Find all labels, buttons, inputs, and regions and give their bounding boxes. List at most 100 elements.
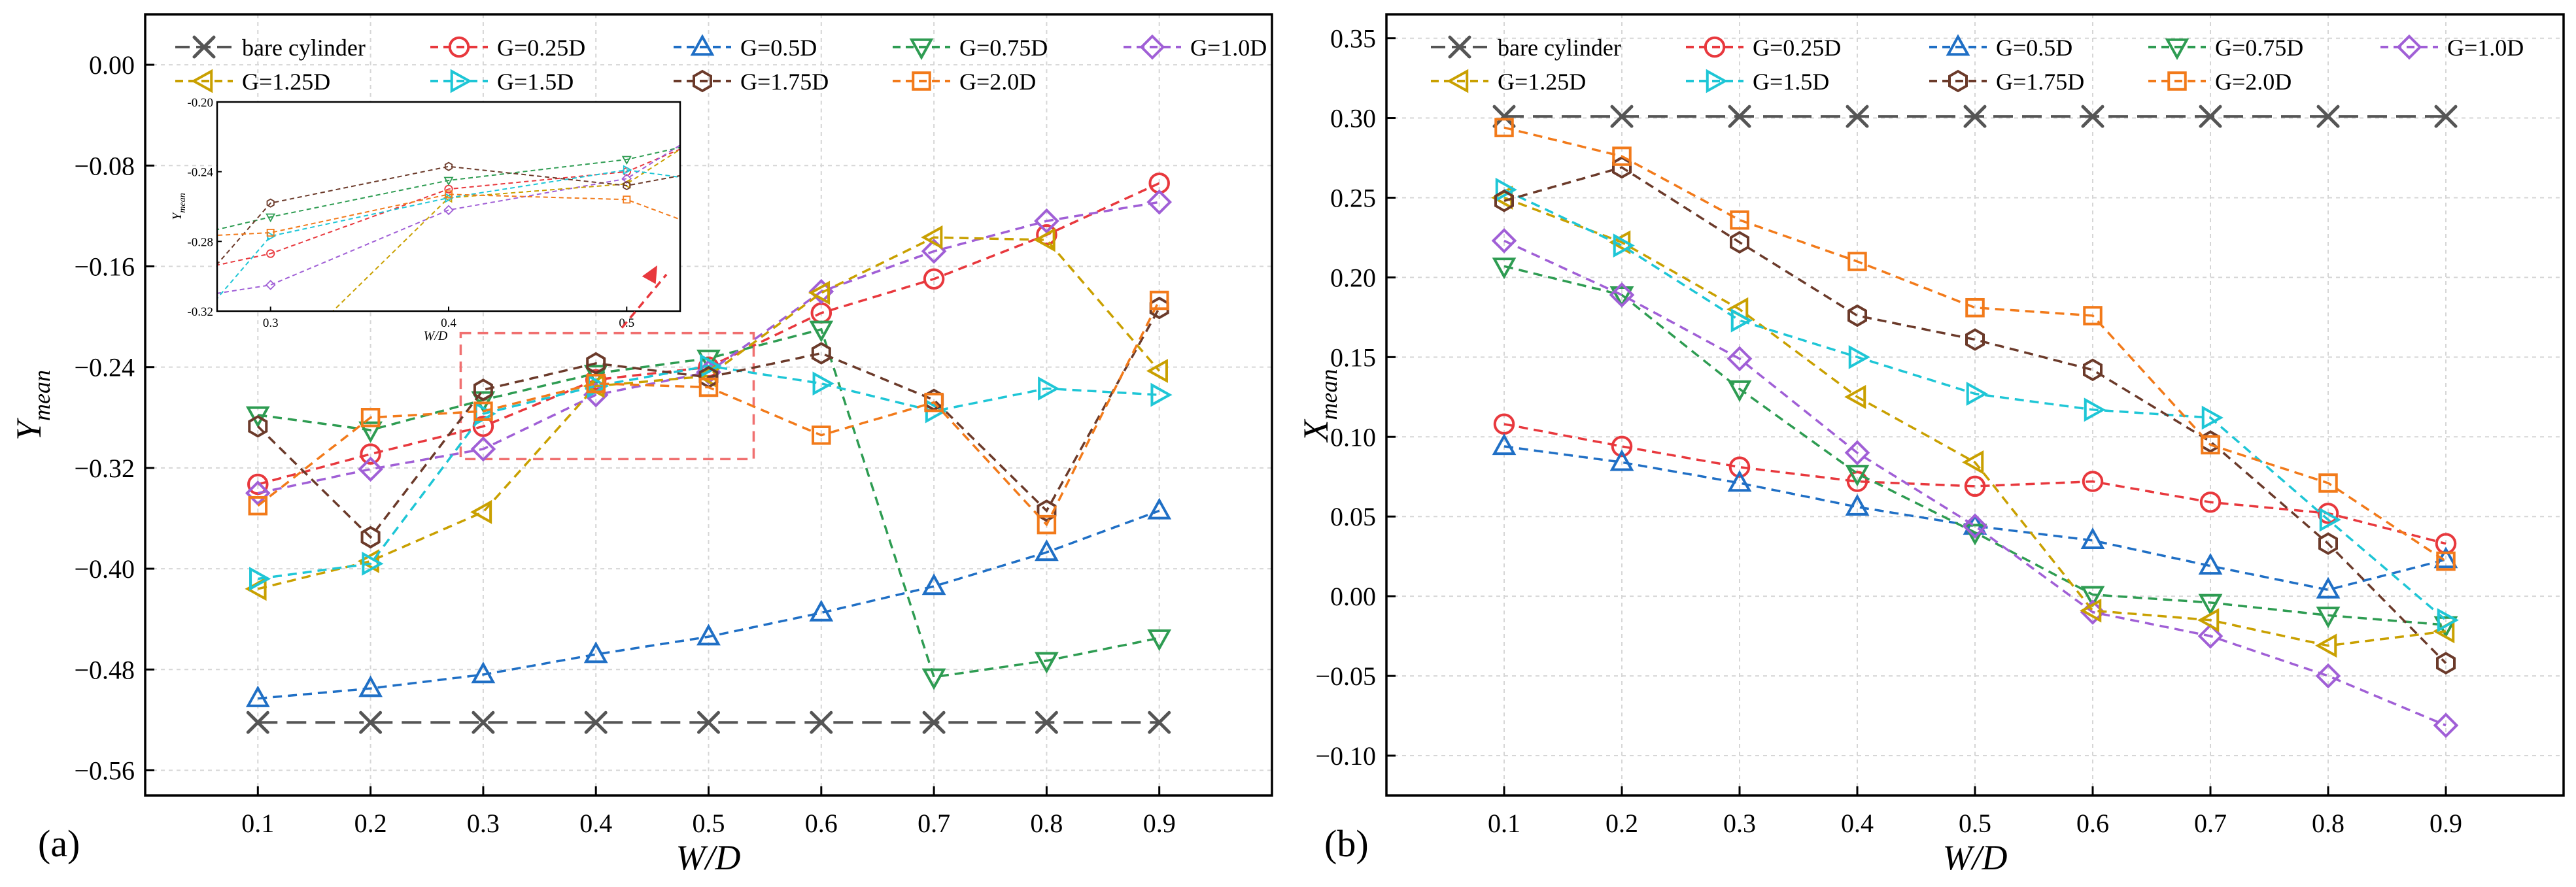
legend: bare cylinder G=0.25D G=0.5D G=0.75D G=1.0D G… <box>1431 35 2524 95</box>
legend-item: G=1.5D <box>430 69 574 95</box>
x-tick-label: 0.7 <box>2194 809 2227 838</box>
legend-item: G=1.25D <box>175 69 330 95</box>
marker-triangle-left <box>473 502 490 522</box>
grid <box>1386 14 2564 795</box>
marker-triangle-down <box>2167 40 2187 58</box>
inset-y-tick-label: -0.20 <box>187 96 213 110</box>
legend-label: G=1.0D <box>2447 35 2524 61</box>
y-tick-label: −0.48 <box>74 655 135 684</box>
marker-diamond <box>1148 192 1170 213</box>
legend-item: G=2.0D <box>2148 69 2292 95</box>
legend-item: G=2.0D <box>893 69 1036 95</box>
legend-label: G=0.25D <box>1753 35 1841 61</box>
y-tick-label: 0.25 <box>1330 183 1376 212</box>
legend-item: G=0.25D <box>1686 35 1841 61</box>
marker-triangle-down <box>912 40 931 58</box>
legend-item: bare cylinder <box>175 35 366 61</box>
legend-item: G=1.25D <box>1431 69 1586 95</box>
x-tick-label: 0.1 <box>1488 809 1520 838</box>
marker-hexagon <box>475 380 492 399</box>
legend-label: G=0.25D <box>497 35 585 61</box>
legend-item: G=0.5D <box>1929 35 2072 61</box>
y-tick-label: −0.56 <box>74 756 135 785</box>
y-tick-label: 0.00 <box>89 50 135 80</box>
legend-label: G=1.75D <box>740 69 829 95</box>
y-axis-label-sub: mean <box>29 370 55 421</box>
x-tick-label: 0.3 <box>467 809 500 838</box>
x-tick-label: 0.6 <box>805 809 838 838</box>
x-tick-label: 0.7 <box>918 809 950 838</box>
inset-y-axis-label: Ymean <box>170 193 188 220</box>
x-tick-label: 0.2 <box>1606 809 1638 838</box>
axis-ticks: 0.1 0.2 0.3 0.4 0.5 0.6 0.7 0.8 0.9 0.35 0.30 0.25 0… <box>1315 24 2462 838</box>
panel-b: 0.1 0.2 0.3 0.4 0.5 0.6 0.7 0.8 0.9 0.35 0.30 0.25 0… <box>1296 14 2564 877</box>
legend-label: G=0.75D <box>2215 35 2303 61</box>
legend-label: G=1.25D <box>242 69 330 95</box>
legend-item: G=1.75D <box>674 69 829 95</box>
x-tick-label: 0.1 <box>241 809 274 838</box>
marker-triangle-down <box>1037 654 1056 671</box>
inset-y-label-sub: mean <box>178 193 188 212</box>
legend-item: G=0.25D <box>430 35 585 61</box>
series-group <box>1494 107 2457 736</box>
panel-a: 0.1 0.2 0.3 0.4 0.5 0.6 0.7 0.8 0.90.00−0.08−0.1… <box>9 14 1272 877</box>
x-tick-label: 0.6 <box>2076 809 2109 838</box>
x-tick-label: 0.4 <box>1841 809 1874 838</box>
inset-x-axis-label: W/D <box>424 329 448 343</box>
y-tick-label: 0.30 <box>1330 104 1376 133</box>
legend-item: G=1.75D <box>1929 69 2084 95</box>
y-tick-label: 0.35 <box>1330 24 1376 54</box>
series-g-1-5d <box>1497 180 2456 629</box>
x-tick-label: 0.4 <box>579 809 612 838</box>
y-axis-label: Ymean <box>9 370 55 441</box>
marker-triangle-left <box>1037 230 1054 250</box>
y-axis-label-sub: mean <box>1316 369 1342 420</box>
y-tick-label: −0.08 <box>74 151 135 180</box>
y-tick-label: −0.10 <box>1315 741 1376 771</box>
y-tick-label: −0.40 <box>74 554 135 584</box>
inset-y-tick-label: -0.28 <box>187 235 213 249</box>
y-tick-label: −0.16 <box>74 252 135 281</box>
x-axis-label: W/D <box>676 838 741 877</box>
panel-label: (a) <box>38 822 80 865</box>
marker-triangle-up <box>361 678 381 695</box>
y-tick-label: 0.05 <box>1330 502 1376 531</box>
inset-y-tick-label: -0.32 <box>187 305 213 319</box>
legend-label: G=0.5D <box>1996 35 2072 61</box>
x-tick-label: 0.8 <box>2312 809 2344 838</box>
x-tick-label: 0.9 <box>1143 809 1176 838</box>
marker-triangle-up <box>1494 436 1514 454</box>
marker-triangle-up <box>1948 37 1968 54</box>
y-tick-label: −0.05 <box>1315 661 1376 691</box>
series-line <box>1504 190 2446 620</box>
inset-y-tick-label: -0.24 <box>187 166 213 180</box>
x-tick-label: 0.8 <box>1030 809 1063 838</box>
x-tick-label: 0.5 <box>1959 809 1991 838</box>
y-tick-label: −0.32 <box>74 454 135 483</box>
figure: 0.1 0.2 0.3 0.4 0.5 0.6 0.7 0.8 0.9 0.00 −0.08 −0.1… <box>0 0 2576 887</box>
y-tick-label: −0.24 <box>74 353 135 382</box>
legend-label: G=1.5D <box>1753 69 1829 95</box>
legend-item: G=1.0D <box>1124 35 1267 61</box>
legend-label: G=1.25D <box>1498 69 1586 95</box>
panel-label: (b) <box>1324 822 1369 865</box>
y-axis-label: Xmean <box>1296 369 1342 443</box>
y-tick-label: 0.00 <box>1330 582 1376 611</box>
y-axis-label-main: X <box>1296 418 1335 443</box>
legend-label: bare cylinder <box>242 35 366 61</box>
series-line <box>1504 198 2446 646</box>
legend-label: G=1.75D <box>1996 69 2084 95</box>
inset-x-tick-label: 0.4 <box>441 316 456 330</box>
legend-label: G=0.75D <box>959 35 1048 61</box>
inset-x-tick-label: 0.3 <box>263 316 279 330</box>
legend-item: G=0.75D <box>2148 35 2303 61</box>
legend-item: G=0.75D <box>893 35 1048 61</box>
y-tick-label: 0.15 <box>1330 343 1376 372</box>
legend-label: G=1.5D <box>497 69 574 95</box>
legend-label: G=0.5D <box>740 35 817 61</box>
x-tick-label: 0.9 <box>2430 809 2462 838</box>
legend-item: G=1.5D <box>1686 69 1829 95</box>
legend-label: G=2.0D <box>2215 69 2292 95</box>
x-axis-label: W/D <box>1943 838 2008 877</box>
x-tick-label: 0.3 <box>1723 809 1756 838</box>
